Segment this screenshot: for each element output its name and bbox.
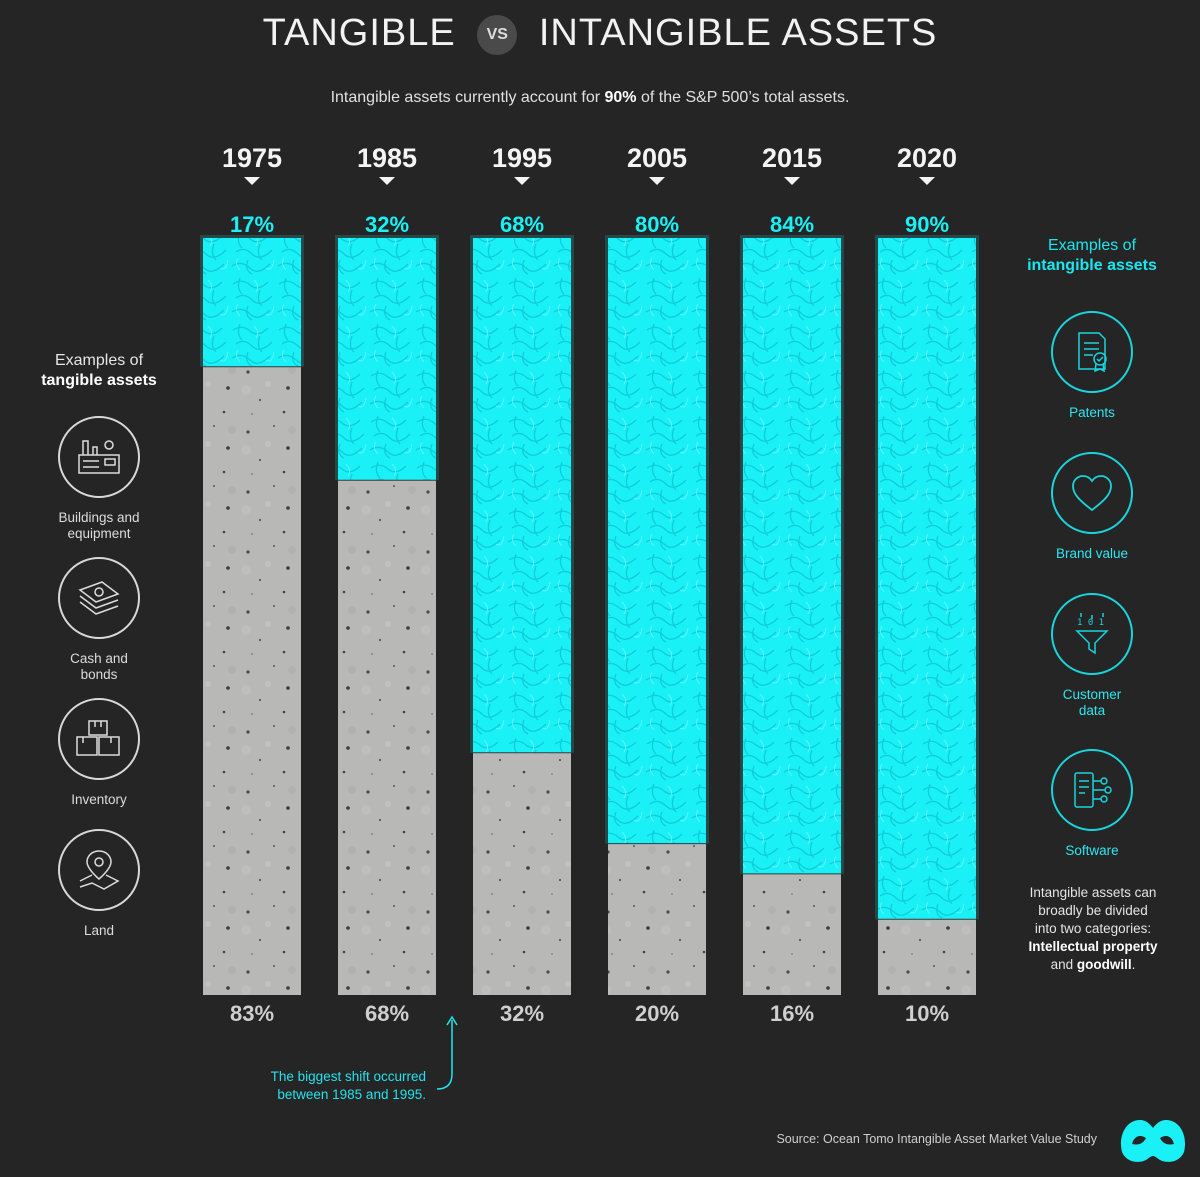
- tangible-bar-1995: [473, 752, 571, 995]
- year-label-1995: 1995: [492, 143, 552, 173]
- year-label-1985: 1985: [357, 143, 417, 173]
- patents-label: Patents: [1069, 405, 1115, 420]
- subtitle-highlight: 90%: [604, 89, 637, 106]
- intangible-pct-2005: 80%: [635, 212, 679, 237]
- tangible-pct-1975: 83%: [230, 1001, 274, 1026]
- year-marker-2005: [649, 177, 665, 185]
- title-intangible: INTANGIBLE ASSETS: [538, 12, 938, 54]
- intangible-item-patents: Patents: [1022, 311, 1162, 421]
- tangible-heading-line1: Examples of: [54, 352, 144, 369]
- buildings-label-line1: Buildings and: [58, 510, 140, 525]
- note-goodwill: goodwill: [1076, 957, 1132, 972]
- brand-logo-icon: [1120, 1120, 1186, 1162]
- land-label: Land: [83, 923, 115, 938]
- intangible-heading-line2: intangible assets: [1027, 257, 1157, 274]
- map-pin-icon: [58, 829, 140, 911]
- intangible-pct-2015: 84%: [770, 212, 814, 237]
- subtitle: Intangible assets currently account for …: [0, 89, 1180, 107]
- inventory-label: Inventory: [71, 792, 127, 807]
- tangible-heading: Examples of tangible assets: [28, 351, 170, 391]
- tangible-item-land: Land: [29, 829, 169, 939]
- tangible-item-buildings: Buildings and equipment: [29, 416, 169, 542]
- tangible-pct-1985: 68%: [365, 1001, 409, 1026]
- tangible-heading-line2: tangible assets: [41, 372, 157, 389]
- tangible-item-inventory: Inventory: [29, 698, 169, 808]
- tangible-bar-1975: [203, 366, 301, 995]
- shift-annotation: The biggest shift occurred between 1985 …: [206, 1068, 426, 1104]
- year-label-2015: 2015: [762, 143, 822, 173]
- intangible-pct-1985: 32%: [365, 212, 409, 237]
- source-note: Source: Ocean Tomo Intangible Asset Mark…: [776, 1132, 1097, 1146]
- subtitle-text-post: of the S&P 500’s total assets.: [636, 89, 850, 106]
- shift-annotation-line2: between 1985 and 1995.: [277, 1087, 426, 1102]
- certificate-icon: [1051, 311, 1133, 393]
- intangible-bar-2005: [608, 238, 706, 844]
- note-intellectual-property: Intellectual property: [1028, 939, 1158, 954]
- customer-data-label-line2: data: [1078, 703, 1106, 718]
- intangible-bar-1975: [203, 238, 301, 367]
- cash-icon: [58, 557, 140, 639]
- year-label-2020: 2020: [897, 143, 957, 173]
- software-icon: [1051, 749, 1133, 831]
- year-marker-2020: [919, 177, 935, 185]
- customer-data-label-line1: Customer: [1062, 687, 1122, 702]
- cash-label-line2: bonds: [80, 667, 118, 682]
- shift-annotation-line1: The biggest shift occurred: [270, 1069, 426, 1084]
- factory-icon: [58, 416, 140, 498]
- note-line3: into two categories:: [1034, 921, 1152, 936]
- note-line1: Intangible assets can: [1029, 885, 1157, 900]
- year-label-2005: 2005: [627, 143, 687, 173]
- title-tangible: TANGIBLE: [262, 12, 456, 54]
- intangible-heading: Examples of intangible assets: [1012, 236, 1172, 276]
- year-marker-1975: [244, 177, 260, 185]
- intangible-bar-2015: [743, 238, 841, 874]
- intangible-bar-1985: [338, 238, 436, 481]
- software-label: Software: [1065, 843, 1119, 858]
- year-marker-1995: [514, 177, 530, 185]
- subtitle-text-pre: Intangible assets currently account for: [330, 89, 605, 106]
- data-funnel-icon: 1 0 1: [1051, 593, 1133, 675]
- tangible-item-cash: Cash and bonds: [29, 557, 169, 683]
- intangible-item-software: Software: [1022, 749, 1162, 859]
- shift-arrow-head: [446, 1015, 458, 1026]
- year-label-1975: 1975: [222, 143, 282, 173]
- tangible-pct-2020: 10%: [905, 1001, 949, 1026]
- tangible-pct-2005: 20%: [635, 1001, 679, 1026]
- vs-badge: VS: [477, 15, 518, 55]
- boxes-icon: [58, 698, 140, 780]
- note-end: .: [1131, 957, 1136, 972]
- tangible-pct-2015: 16%: [770, 1001, 814, 1026]
- intangible-bar-1995: [473, 238, 571, 753]
- tangible-bar-2005: [608, 843, 706, 995]
- page-title: TANGIBLE VS INTANGIBLE ASSETS: [0, 12, 1200, 55]
- intangible-item-brand: Brand value: [1022, 452, 1162, 562]
- cash-label-line1: Cash and: [70, 651, 128, 666]
- intangible-pct-1995: 68%: [500, 212, 544, 237]
- intangible-pct-1975: 17%: [230, 212, 274, 237]
- year-marker-2015: [784, 177, 800, 185]
- tangible-bar-2015: [743, 873, 841, 995]
- tangible-bar-1985: [338, 480, 436, 995]
- buildings-label-line2: equipment: [67, 526, 131, 541]
- intangible-pct-2020: 90%: [905, 212, 949, 237]
- tangible-bar-2020: [878, 919, 976, 995]
- tangible-pct-1995: 32%: [500, 1001, 544, 1026]
- heart-icon: [1051, 452, 1133, 534]
- categories-note: Intangible assets can broadly be divided…: [1005, 884, 1181, 974]
- note-and: and: [1050, 957, 1077, 972]
- intangible-heading-line1: Examples of: [1047, 237, 1137, 254]
- year-marker-1985: [379, 177, 395, 185]
- intangible-item-customer-data: 1 0 1 Customer data: [1022, 593, 1162, 719]
- brand-label: Brand value: [1055, 546, 1129, 561]
- note-line2: broadly be divided: [1038, 903, 1148, 918]
- intangible-bar-2020: [878, 238, 976, 920]
- svg-text:1 0 1: 1 0 1: [1077, 618, 1104, 628]
- shift-arrow: [436, 1020, 453, 1090]
